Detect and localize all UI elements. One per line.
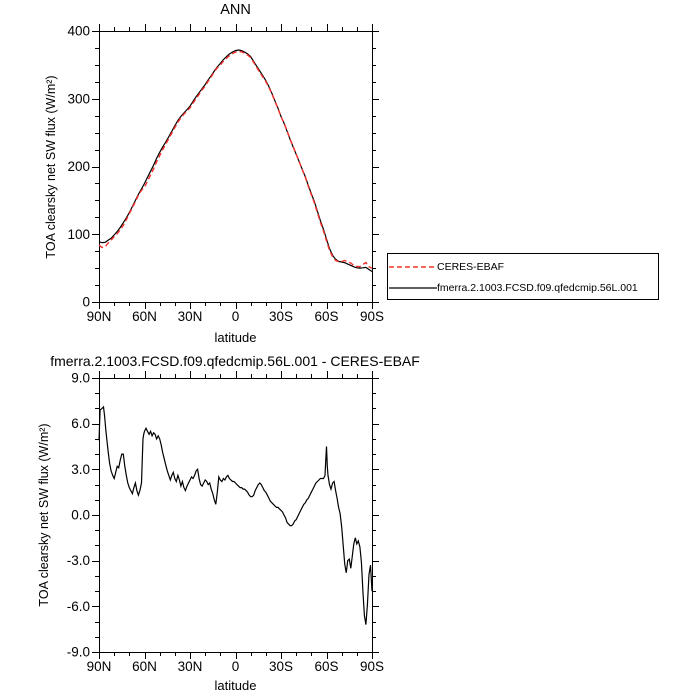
y-tick-label: 3.0 xyxy=(71,462,90,477)
legend-label: fmerra.2.1003.FCSD.f09.qfedcmip.56L.001 xyxy=(437,281,638,294)
x-tick-label: 30S xyxy=(269,309,293,324)
x-tick-label: 60S xyxy=(314,309,338,324)
y-tick-label: 200 xyxy=(67,159,90,174)
bottom-chart-yaxis-title: TOA clearsky net SW flux (W/m²) xyxy=(37,423,51,607)
legend: CERES-EBAF fmerra.2.1003.FCSD.f09.qfedcmi… xyxy=(387,253,659,300)
x-tick-label: 30S xyxy=(269,659,293,674)
x-tick-label: 90S xyxy=(360,659,384,674)
x-tick-label: 30N xyxy=(178,659,203,674)
y-tick-label: 0.0 xyxy=(71,508,90,523)
series-line xyxy=(98,49,373,272)
legend-line-sample xyxy=(389,265,437,268)
y-tick-label: 9.0 xyxy=(71,371,90,386)
y-tick-label: -9.0 xyxy=(67,645,90,660)
legend-entry: CERES-EBAF xyxy=(389,256,658,277)
x-tick-label: 0 xyxy=(232,659,240,674)
bottom-chart-title: fmerra.2.1003.FCSD.f09.qfedcmip.56L.001 … xyxy=(50,353,420,369)
y-tick-label: 6.0 xyxy=(71,416,90,431)
top-chart-xaxis-title: latitude xyxy=(214,330,257,345)
top-chart-title: ANN xyxy=(220,2,251,18)
series-line xyxy=(98,405,373,625)
y-tick-label: 400 xyxy=(67,24,90,39)
bottom-chart-xaxis-title: latitude xyxy=(214,678,257,693)
y-tick-label: -6.0 xyxy=(67,599,90,614)
top-chart-plot: 90N 60N 30N 0 30S 60S 90S 0 100 200 300 400 xyxy=(67,24,384,325)
top-chart-yaxis-title: TOA clearsky net SW flux (W/m²) xyxy=(44,75,58,259)
x-tick-label: 90N xyxy=(87,309,112,324)
y-tick-label: -3.0 xyxy=(67,553,90,568)
x-tick-label: 30N xyxy=(178,309,203,324)
plot-frame xyxy=(99,378,373,653)
x-tick-label: 60N xyxy=(132,659,157,674)
plot-frame xyxy=(99,31,373,303)
series-line xyxy=(98,50,373,269)
x-tick-label: 60S xyxy=(314,659,338,674)
y-tick-label: 100 xyxy=(67,227,90,242)
x-tick-label: 90S xyxy=(360,309,384,324)
y-tick-label: 0 xyxy=(82,295,90,310)
legend-line-sample xyxy=(389,286,437,289)
x-tick-label: 90N xyxy=(87,659,112,674)
x-tick-label: 60N xyxy=(132,309,157,324)
x-tick-label: 0 xyxy=(232,309,240,324)
legend-entry: fmerra.2.1003.FCSD.f09.qfedcmip.56L.001 xyxy=(389,277,658,298)
y-tick-label: 300 xyxy=(67,91,90,106)
legend-label: CERES-EBAF xyxy=(437,260,505,273)
bottom-chart-plot: 90N 60N 30N 0 30S 60S 90S -9.0 -6.0 -3.0 0.0 3.0 6.0… xyxy=(67,371,384,675)
